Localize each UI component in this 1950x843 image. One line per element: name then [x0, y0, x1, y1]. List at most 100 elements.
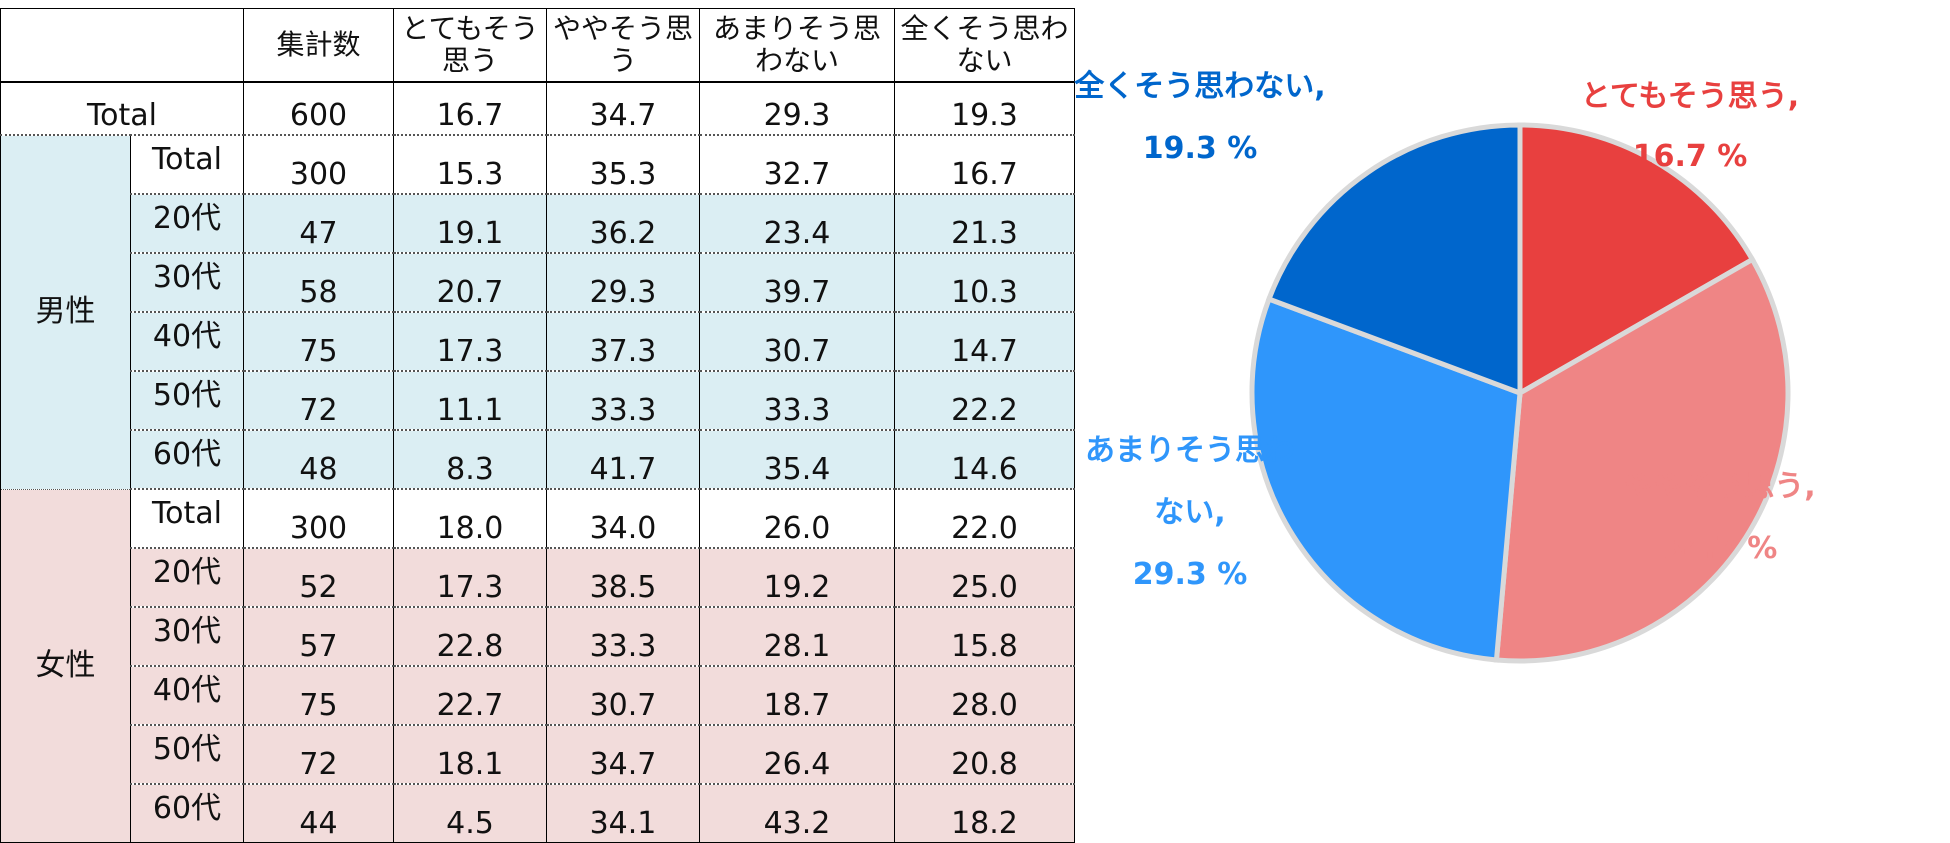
cell-strongly-agree: 4.5	[393, 784, 547, 843]
row-label: 60代	[130, 430, 244, 490]
cell-strongly-disagree: 22.0	[894, 489, 1075, 549]
cell-strongly-disagree: 21.3	[894, 194, 1075, 254]
row-label: 30代	[130, 607, 244, 667]
cell-strongly-agree: 19.1	[393, 194, 547, 254]
cell-strongly-agree: 16.7	[393, 82, 547, 136]
cell-count: 75	[243, 312, 394, 372]
cell-somewhat-disagree: 39.7	[699, 253, 895, 313]
cell-somewhat-agree: 34.1	[546, 784, 700, 843]
row-label: 50代	[130, 725, 244, 785]
header-strongly-disagree: 全くそう思わない	[894, 8, 1075, 83]
cell-somewhat-disagree: 32.7	[699, 135, 895, 195]
cell-strongly-disagree: 16.7	[894, 135, 1075, 195]
cell-somewhat-agree: 38.5	[546, 548, 700, 608]
cell-somewhat-agree: 30.7	[546, 666, 700, 726]
cell-strongly-disagree: 14.6	[894, 430, 1075, 490]
cell-somewhat-disagree: 33.3	[699, 371, 895, 431]
cell-strongly-disagree: 22.2	[894, 371, 1075, 431]
pie-label-line: 全くそう思わない,	[1073, 69, 1325, 104]
pie-label-line: 29.3 %	[1133, 557, 1248, 592]
cell-somewhat-agree: 33.3	[546, 371, 700, 431]
row-label: Total	[130, 489, 244, 549]
cell-strongly-agree: 20.7	[393, 253, 547, 313]
cell-strongly-disagree: 15.8	[894, 607, 1075, 667]
row-label: 20代	[130, 548, 244, 608]
cell-count: 47	[243, 194, 394, 254]
pie-slice-0	[1517, 122, 1756, 398]
cell-somewhat-agree: 41.7	[546, 430, 700, 490]
table-row: 30代 57 22.8 33.3 28.1 15.8	[1, 607, 1075, 667]
row-label: 40代	[130, 666, 244, 726]
table-row: 20代 52 17.3 38.5 19.2 25.0	[1, 548, 1075, 608]
row-label: 40代	[130, 312, 244, 372]
cell-strongly-disagree: 20.8	[894, 725, 1075, 785]
pie-label-line: とてもそう思う,	[1581, 79, 1799, 114]
cell-somewhat-agree: 37.3	[546, 312, 700, 372]
pie-label-1: ややそう思う, 34.7 %	[1624, 469, 1815, 566]
pie-slice-1	[1493, 256, 1791, 664]
table-row: 40代 75 22.7 30.7 18.7 28.0	[1, 666, 1075, 726]
data-table: 集計数 とてもそう思う ややそう思う あまりそう思わない 全くそう思わない To…	[0, 8, 1075, 843]
row-label: 60代	[130, 784, 244, 843]
header-count: 集計数	[243, 8, 394, 83]
cell-count: 48	[243, 430, 394, 490]
header-somewhat-agree: ややそう思う	[546, 8, 700, 83]
cell-count: 72	[243, 725, 394, 785]
pie-label-line: 16.7 %	[1633, 139, 1748, 174]
pie-label-line: ややそう思う,	[1624, 469, 1815, 504]
cell-somewhat-agree: 34.7	[546, 82, 700, 136]
cell-count: 44	[243, 784, 394, 843]
cell-somewhat-disagree: 35.4	[699, 430, 895, 490]
pie-label-3: 全くそう思わない, 19.3 %	[1073, 69, 1325, 166]
table-row: 女性 Total 300 18.0 34.0 26.0 22.0	[0, 489, 1075, 843]
pie-label-line: 34.7 %	[1663, 531, 1778, 566]
table-row: 男性 Total 300 15.3 35.3 32.7 16.7	[0, 135, 1075, 490]
pie-slice-2	[1249, 295, 1523, 663]
cell-somewhat-disagree: 43.2	[699, 784, 895, 843]
table-row: 50代 72 11.1 33.3 33.3 22.2	[1, 371, 1075, 431]
row-label: Total	[130, 135, 244, 195]
cell-count: 300	[243, 135, 394, 195]
cell-strongly-agree: 17.3	[393, 312, 547, 372]
cell-count: 72	[243, 371, 394, 431]
cell-strongly-disagree: 14.7	[894, 312, 1075, 372]
cell-strongly-disagree: 10.3	[894, 253, 1075, 313]
cell-somewhat-agree: 34.7	[546, 725, 700, 785]
pie-label-line: 19.3 %	[1143, 131, 1258, 166]
cell-strongly-agree: 22.7	[393, 666, 547, 726]
cell-strongly-agree: 11.1	[393, 371, 547, 431]
pie-label-2: あまりそう思わない, 29.3 %	[1085, 433, 1295, 592]
cell-somewhat-agree: 33.3	[546, 607, 700, 667]
row-label: 20代	[130, 194, 244, 254]
cell-somewhat-agree: 34.0	[546, 489, 700, 549]
header-corner	[0, 8, 244, 83]
table-row: 40代 75 17.3 37.3 30.7 14.7	[1, 312, 1075, 372]
table-row: 30代 58 20.7 29.3 39.7 10.3	[1, 253, 1075, 313]
cell-strongly-disagree: 19.3	[894, 82, 1075, 136]
cell-count: 75	[243, 666, 394, 726]
cell-somewhat-agree: 36.2	[546, 194, 700, 254]
cell-strongly-agree: 17.3	[393, 548, 547, 608]
table-header-row: 集計数 とてもそう思う ややそう思う あまりそう思わない 全くそう思わない	[0, 8, 1075, 83]
cell-somewhat-disagree: 26.4	[699, 725, 895, 785]
cell-somewhat-disagree: 18.7	[699, 666, 895, 726]
table-row: 50代 72 18.1 34.7 26.4 20.8	[1, 725, 1075, 785]
cell-count: 300	[243, 489, 394, 549]
pie-chart: とてもそう思う, 16.7 % ややそう思う, 34.7 % あまりそう思わない, 29.…	[1073, 69, 1816, 664]
cell-count: 58	[243, 253, 394, 313]
cell-somewhat-agree: 35.3	[546, 135, 700, 195]
cell-strongly-agree: 18.1	[393, 725, 547, 785]
table-row-grand-total: Total 600 16.7 34.7 29.3 19.3	[0, 82, 1075, 136]
cell-count: 600	[243, 82, 394, 136]
cell-somewhat-disagree: 23.4	[699, 194, 895, 254]
cell-strongly-agree: 22.8	[393, 607, 547, 667]
cell-strongly-agree: 18.0	[393, 489, 547, 549]
table-row: 20代 47 19.1 36.2 23.4 21.3	[1, 194, 1075, 254]
cell-strongly-agree: 15.3	[393, 135, 547, 195]
header-strongly-agree: とてもそう思う	[393, 8, 547, 83]
group-label-male: 男性	[0, 135, 131, 490]
cell-strongly-agree: 8.3	[393, 430, 547, 490]
cell-strongly-disagree: 25.0	[894, 548, 1075, 608]
cell-strongly-disagree: 18.2	[894, 784, 1075, 843]
cell-count: 52	[243, 548, 394, 608]
